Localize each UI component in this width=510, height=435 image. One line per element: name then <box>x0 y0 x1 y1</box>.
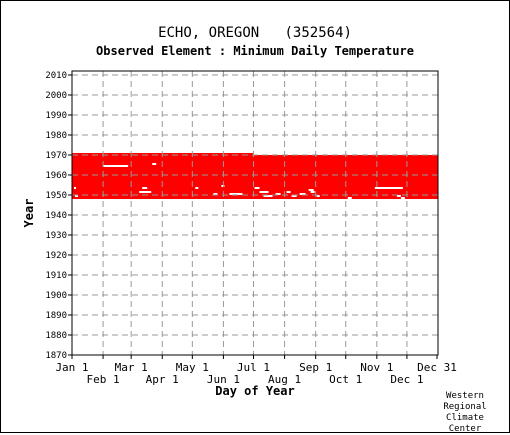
data-gap <box>316 195 320 197</box>
y-tick-label: 1950 <box>45 191 67 201</box>
data-layer <box>72 153 438 199</box>
x-tick-label: Mar 1 <box>115 361 148 374</box>
credit-line: Western <box>446 391 484 401</box>
data-gap <box>347 197 352 199</box>
y-tick-label: 1910 <box>45 271 67 281</box>
data-gap <box>396 195 401 197</box>
y-tick-label: 1990 <box>45 111 67 121</box>
y-tick-label: 1960 <box>45 171 67 181</box>
x-tick-label: Sep 1 <box>299 361 332 374</box>
x-tick-label: Nov 1 <box>360 361 393 374</box>
x-tick-label: Jun 1 <box>207 373 240 386</box>
grid-layer <box>72 71 438 355</box>
data-gap <box>74 187 77 189</box>
data-gap <box>374 187 403 189</box>
x-tick-label: Oct 1 <box>329 373 362 386</box>
x-tick-label: Aug 1 <box>268 373 301 386</box>
data-gap <box>195 187 199 189</box>
data-gap <box>152 163 157 165</box>
x-axis-label: Day of Year <box>215 384 294 398</box>
data-block <box>72 153 254 199</box>
y-tick-label: 1900 <box>45 291 67 301</box>
data-gap <box>263 195 273 197</box>
data-gap <box>221 185 225 187</box>
x-tick-label: Jul 1 <box>237 361 270 374</box>
data-gap <box>308 189 314 191</box>
data-gap <box>142 187 148 189</box>
data-gap <box>400 197 405 199</box>
x-tick-label: Dec 31 <box>417 361 457 374</box>
y-tick-label: 1930 <box>45 231 67 241</box>
chart-title: ECHO, OREGON (352564) <box>158 25 352 41</box>
credit-line: Climate <box>446 413 484 423</box>
data-gap <box>310 191 315 193</box>
data-gap <box>139 191 152 193</box>
x-tick-label: May 1 <box>176 361 209 374</box>
data-gap <box>103 165 129 167</box>
y-tick-label: 2000 <box>45 91 67 101</box>
y-tick-label: 1890 <box>45 311 67 321</box>
y-tick-label: 2010 <box>45 71 67 81</box>
y-tick-label: 1870 <box>45 351 67 361</box>
data-gap <box>299 193 306 195</box>
chart-subtitle: Observed Element : Minimum Daily Tempera… <box>96 44 414 58</box>
x-tick-label: Feb 1 <box>87 373 120 386</box>
data-gap <box>254 187 260 189</box>
data-gap <box>286 191 291 193</box>
y-tick-label: 1880 <box>45 331 67 341</box>
data-gap <box>291 195 297 197</box>
data-gap <box>275 193 281 195</box>
y-tick-label: 1980 <box>45 131 67 141</box>
data-gap <box>213 193 218 195</box>
data-gap <box>75 195 79 197</box>
credit-line: Center <box>448 424 482 434</box>
plot-area <box>71 70 439 356</box>
credit-line: Regional <box>443 402 487 412</box>
data-gap <box>229 193 243 195</box>
y-tick-label: 1920 <box>45 251 67 261</box>
axes-layer: 1870 1880 1890 1900 1910 1920 1930 1940 1950 1960… <box>45 71 457 386</box>
y-axis-label: Year <box>22 199 36 228</box>
y-tick-label: 1940 <box>45 211 67 221</box>
x-tick-label: Jan 1 <box>55 361 88 374</box>
y-tick-label: 1970 <box>45 151 67 161</box>
credit-block: Western Regional Climate Center <box>435 391 495 435</box>
x-tick-label: Apr 1 <box>146 373 179 386</box>
x-tick-label: Dec 1 <box>390 373 423 386</box>
data-gap <box>259 191 269 193</box>
